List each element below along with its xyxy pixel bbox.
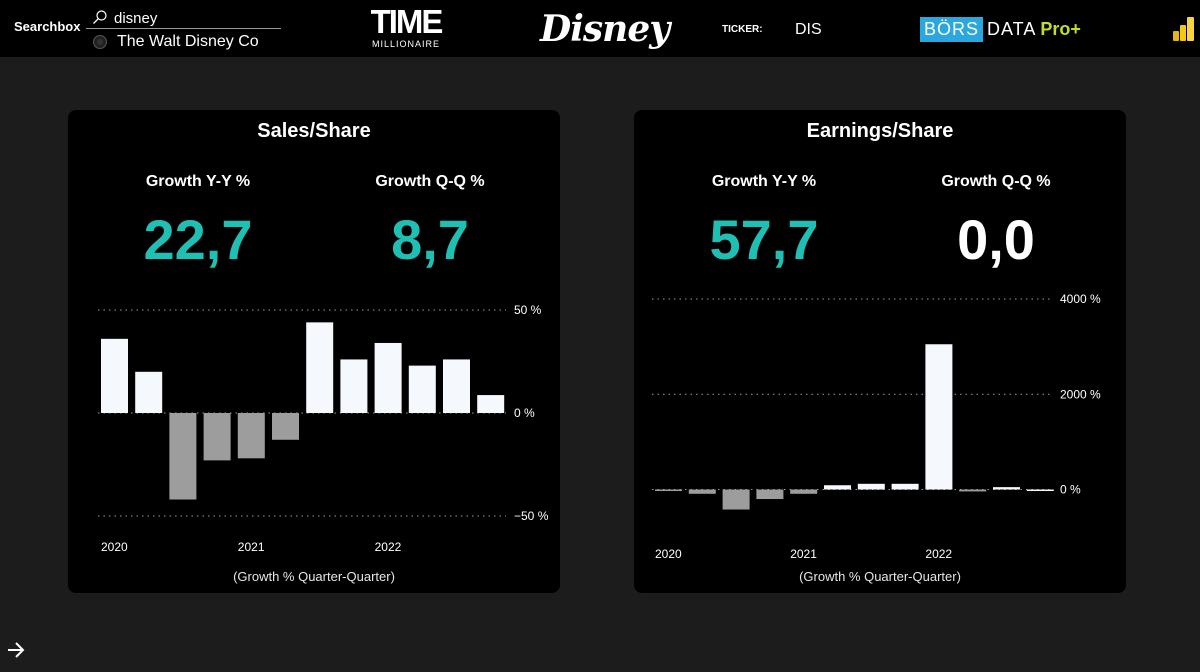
borsdata-logo: BÖRS DATA Pro+ bbox=[920, 17, 1081, 42]
card-title: Earnings/Share bbox=[806, 120, 954, 142]
bar[interactable] bbox=[272, 413, 299, 440]
bar[interactable] bbox=[790, 489, 818, 494]
bar[interactable] bbox=[722, 489, 750, 510]
earnings-share-card: Earnings/Share Growth Y-Y % Growth Q-Q %… bbox=[634, 110, 1126, 593]
search-result-item[interactable]: The Walt Disney Co bbox=[93, 32, 259, 52]
chart-caption: (Growth % Quarter-Quarter) bbox=[799, 569, 961, 584]
bar[interactable] bbox=[169, 413, 197, 500]
searchbox[interactable] bbox=[86, 6, 281, 29]
search-result-label: The Walt Disney Co bbox=[117, 33, 259, 50]
growth-qoq-value: 8,7 bbox=[391, 208, 469, 271]
borsdata-logo-bors: BÖRS bbox=[920, 17, 984, 42]
disney-logo-text: Disney bbox=[540, 8, 670, 50]
borsdata-logo-data: DATA bbox=[987, 19, 1037, 39]
bar[interactable] bbox=[993, 487, 1020, 490]
bar[interactable] bbox=[688, 489, 716, 494]
x-tick-label: 2021 bbox=[790, 547, 817, 561]
bar[interactable] bbox=[891, 483, 919, 490]
radio-button-icon[interactable] bbox=[93, 35, 107, 49]
growth-yoy-value: 22,7 bbox=[143, 208, 253, 271]
x-tick-label: 2022 bbox=[925, 547, 952, 561]
growth-qoq-label: Growth Q-Q % bbox=[375, 173, 485, 190]
y-tick-label: 0 % bbox=[514, 406, 535, 420]
ticker-value: DIS bbox=[795, 21, 822, 38]
bar[interactable] bbox=[959, 489, 987, 492]
bar[interactable] bbox=[925, 344, 953, 490]
chart-caption: (Growth % Quarter-Quarter) bbox=[233, 569, 395, 584]
y-tick-label: 0 % bbox=[1060, 483, 1081, 497]
growth-qoq-value: 0,0 bbox=[957, 208, 1035, 271]
bar[interactable] bbox=[443, 359, 470, 413]
search-input[interactable] bbox=[114, 9, 274, 27]
x-tick-label: 2020 bbox=[655, 547, 682, 561]
bar[interactable] bbox=[1026, 489, 1054, 492]
search-icon bbox=[93, 10, 107, 24]
bar[interactable] bbox=[237, 413, 265, 459]
x-tick-label: 2021 bbox=[238, 540, 265, 554]
borsdata-logo-pro: Pro+ bbox=[1040, 19, 1081, 39]
x-tick-label: 2020 bbox=[101, 540, 128, 554]
growth-yoy-value: 57,7 bbox=[709, 208, 819, 271]
timemillionaire-logo-title: TIME bbox=[370, 3, 444, 40]
bar[interactable] bbox=[655, 489, 682, 492]
top-header-bar: Searchbox The Walt Disney Co TIME MILLIO… bbox=[0, 0, 1200, 57]
bar[interactable] bbox=[824, 485, 851, 490]
earnings-growth-chart: 4000 % 2000 % 0 % 2020 2021 2022 bbox=[652, 292, 1101, 561]
timemillionaire-logo-subtitle: MILLIONAIRE bbox=[371, 39, 440, 49]
y-tick-label: 4000 % bbox=[1060, 292, 1101, 306]
bar[interactable] bbox=[857, 483, 885, 490]
ticker-label: TICKER: bbox=[722, 24, 763, 35]
growth-qoq-label: Growth Q-Q % bbox=[941, 173, 1051, 190]
y-tick-label: 2000 % bbox=[1060, 387, 1101, 401]
power-bi-icon[interactable] bbox=[1173, 17, 1195, 41]
bar[interactable] bbox=[408, 365, 436, 413]
growth-yoy-label: Growth Y-Y % bbox=[711, 173, 817, 190]
sales-share-card: Sales/Share Growth Y-Y % Growth Q-Q % 22… bbox=[68, 110, 560, 593]
bar[interactable] bbox=[756, 489, 784, 500]
searchbox-label: Searchbox bbox=[14, 19, 81, 34]
bar[interactable] bbox=[203, 413, 231, 461]
x-tick-label: 2022 bbox=[375, 540, 402, 554]
bar[interactable] bbox=[477, 395, 505, 413]
bar[interactable] bbox=[101, 338, 128, 413]
sales-growth-chart: 50 % 0 % −50 % 2020 2021 2022 bbox=[98, 303, 549, 554]
bar[interactable] bbox=[374, 342, 402, 413]
growth-yoy-label: Growth Y-Y % bbox=[145, 173, 251, 190]
y-tick-label: −50 % bbox=[514, 509, 549, 523]
disney-logo: Disney bbox=[540, 2, 670, 56]
bar[interactable] bbox=[135, 371, 163, 413]
arrow-right-icon[interactable] bbox=[6, 640, 26, 660]
card-title: Sales/Share bbox=[257, 120, 371, 142]
timemillionaire-logo: TIME MILLIONAIRE bbox=[366, 4, 446, 54]
bar[interactable] bbox=[306, 322, 334, 413]
bar[interactable] bbox=[340, 359, 368, 413]
y-tick-label: 50 % bbox=[514, 303, 542, 317]
